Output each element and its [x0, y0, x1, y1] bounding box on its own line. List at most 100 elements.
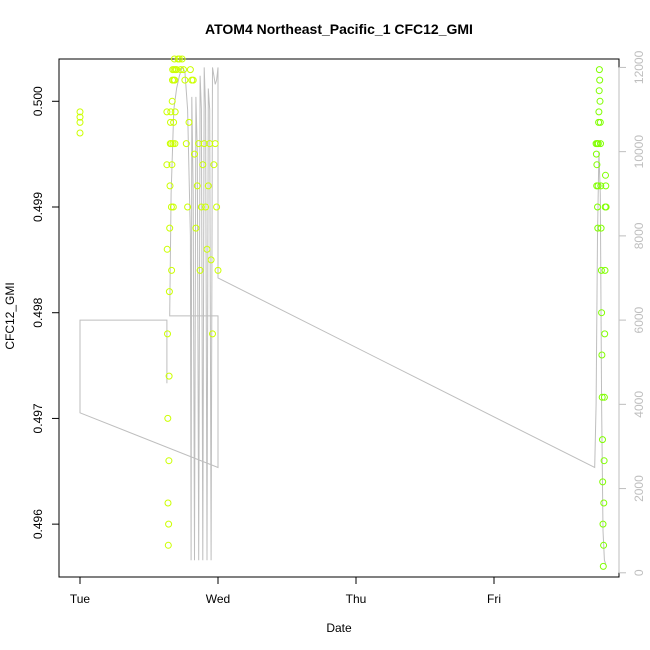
- y2-tick-label: 6000: [632, 306, 646, 333]
- data-point: [598, 351, 606, 359]
- data-point: [175, 55, 183, 63]
- data-point: [167, 118, 174, 126]
- data-point: [600, 393, 608, 401]
- data-point: [164, 541, 172, 549]
- data-point: [213, 203, 221, 211]
- y-tick-label: 0.496: [31, 509, 45, 539]
- y-tick-label: 0.498: [31, 297, 45, 327]
- data-point: [207, 256, 215, 264]
- data-point: [167, 203, 175, 211]
- data-point: [602, 171, 609, 179]
- data-point: [210, 161, 218, 169]
- data-point: [592, 150, 600, 158]
- data-point: [196, 266, 204, 274]
- data-point: [165, 372, 173, 380]
- data-point: [164, 330, 171, 338]
- data-point: [594, 203, 601, 211]
- data-point: [599, 436, 606, 444]
- data-point: [596, 76, 604, 84]
- data-point: [170, 55, 178, 63]
- data-point: [596, 118, 604, 126]
- y2-tick-label: 10000: [632, 135, 646, 169]
- data-point: [193, 182, 201, 190]
- data-point: [202, 203, 210, 211]
- data-point: [76, 129, 84, 137]
- y2-tick-label: 12000: [632, 50, 646, 84]
- data-point: [199, 161, 207, 169]
- y2-tick-label: 2000: [632, 475, 646, 502]
- data-point: [214, 266, 222, 274]
- data-point: [595, 87, 603, 95]
- data-point: [76, 118, 84, 126]
- data-point: [600, 499, 608, 507]
- data-point: [599, 478, 607, 486]
- data-point: [203, 245, 211, 253]
- data-point: [602, 182, 610, 190]
- x-axis-label: Date: [326, 621, 352, 635]
- data-point: [597, 266, 605, 274]
- data-point: [602, 203, 610, 211]
- data-point: [596, 97, 604, 105]
- data-point: [595, 66, 603, 74]
- data-point: [165, 520, 173, 528]
- data-point: [209, 330, 216, 338]
- data-point: [191, 150, 198, 158]
- y-tick-label: 0.500: [31, 86, 45, 116]
- data-point: [181, 76, 189, 84]
- data-point: [168, 97, 176, 105]
- data-point: [163, 108, 171, 116]
- data-point: [180, 66, 187, 74]
- data-point: [184, 203, 192, 211]
- y2-tick-label: 4000: [632, 391, 646, 418]
- data-point: [169, 203, 177, 211]
- data-point: [211, 140, 219, 148]
- data-point: [165, 288, 173, 296]
- data-point: [599, 562, 607, 570]
- data-point: [177, 66, 185, 74]
- data-point: [171, 108, 179, 116]
- y-tick-label: 0.499: [31, 192, 45, 222]
- altitude-line: [79, 66, 607, 565]
- x-tick-label: Wed: [206, 592, 230, 606]
- data-point: [594, 140, 602, 148]
- data-point: [599, 520, 607, 528]
- data-point: [600, 541, 608, 549]
- data-point: [601, 266, 609, 274]
- data-point: [166, 224, 174, 232]
- data-point: [169, 140, 177, 148]
- data-point: [170, 118, 178, 126]
- data-point: [186, 66, 194, 74]
- y2-tick-label: 8000: [632, 222, 646, 249]
- data-point: [185, 118, 193, 126]
- x-tick-label: Thu: [346, 592, 367, 606]
- data-point: [182, 140, 190, 148]
- data-point: [163, 161, 171, 169]
- data-point: [171, 76, 179, 84]
- y2-tick-label: 0: [632, 569, 646, 576]
- data-point: [601, 330, 609, 338]
- data-point: [598, 393, 606, 401]
- data-point: [197, 203, 205, 211]
- data-point: [167, 108, 175, 116]
- data-point: [168, 266, 176, 274]
- altitude-line-layer: [79, 66, 607, 565]
- data-point: [163, 245, 171, 253]
- x-tick-label: Fri: [487, 592, 501, 606]
- data-point: [76, 113, 84, 121]
- plot-frame: [58, 58, 620, 578]
- data-point: [167, 140, 175, 148]
- points-layer: [76, 55, 610, 570]
- data-point: [593, 161, 601, 169]
- axes-layer: Tue Wed Thu Fri 0.496 0.497 0.498 0.499 0.500 0 20…: [31, 50, 646, 606]
- data-point: [171, 140, 179, 148]
- y-axis-label: CFC12_GMI: [3, 282, 17, 349]
- data-point: [164, 414, 172, 422]
- data-point: [168, 161, 176, 169]
- data-point: [595, 108, 603, 116]
- data-point: [594, 224, 602, 232]
- data-point: [178, 55, 186, 63]
- y-tick-label: 0.497: [31, 403, 45, 433]
- data-point: [164, 499, 172, 507]
- data-point: [76, 108, 84, 116]
